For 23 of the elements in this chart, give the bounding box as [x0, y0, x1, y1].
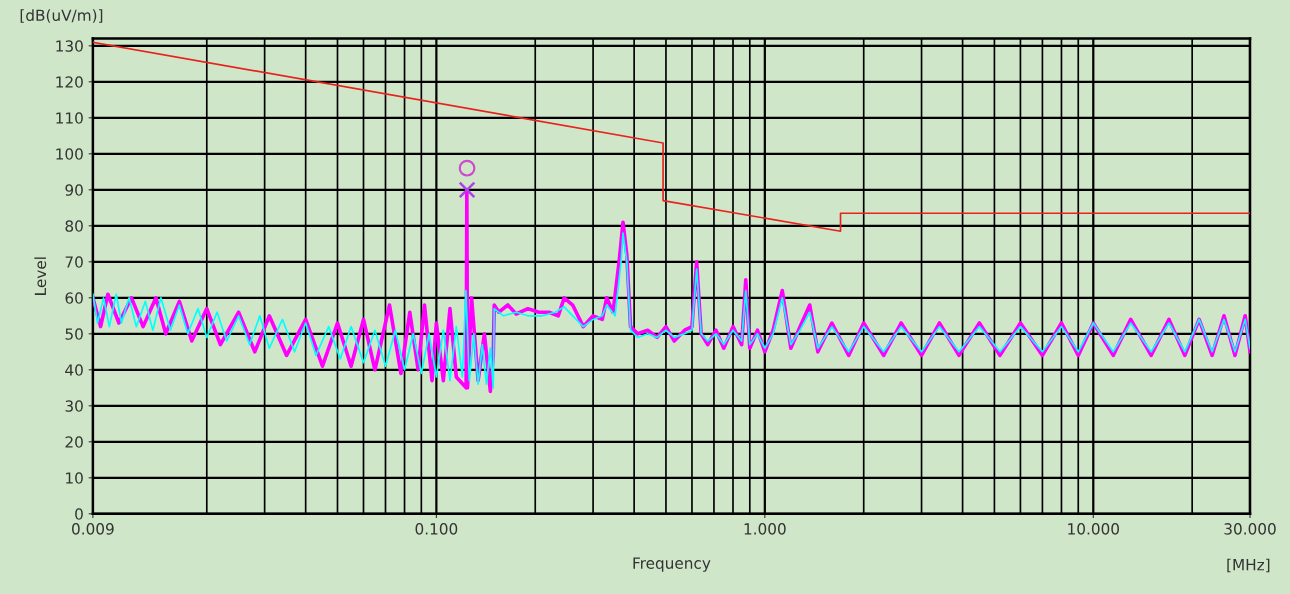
- y-tick-label: 100: [56, 148, 83, 160]
- x-axis-title: Frequency: [633, 557, 711, 572]
- y-tick-label: 0: [75, 508, 83, 520]
- x-tick-label: 0.100: [415, 523, 458, 535]
- y-tick-label: 120: [56, 76, 83, 88]
- x-tick-label: 1.000: [744, 523, 786, 535]
- text: [MHz]: [1227, 558, 1270, 573]
- y-tick-label: 60: [65, 292, 83, 304]
- y-tick-label: 10: [66, 472, 83, 484]
- y-tick-label: 20: [65, 436, 83, 448]
- x-tick-label: 30.000: [1224, 523, 1276, 535]
- y-axis-title: Level: [34, 257, 47, 295]
- y-tick-label: 50: [65, 328, 83, 340]
- x-tick-label: 0.009: [72, 523, 114, 535]
- y-tick-label: 70: [65, 256, 83, 268]
- y-tick-label: 90: [65, 184, 83, 196]
- y-tick-label: 80: [65, 220, 83, 232]
- y-tick-label: 110: [56, 112, 83, 124]
- y-tick-label: 130: [56, 40, 83, 52]
- text: [dB(uV/m)]: [20, 9, 103, 23]
- y-tick-label: 30: [65, 400, 83, 412]
- y-tick-label: 40: [65, 364, 83, 376]
- x-tick-label: 10.000: [1068, 523, 1120, 535]
